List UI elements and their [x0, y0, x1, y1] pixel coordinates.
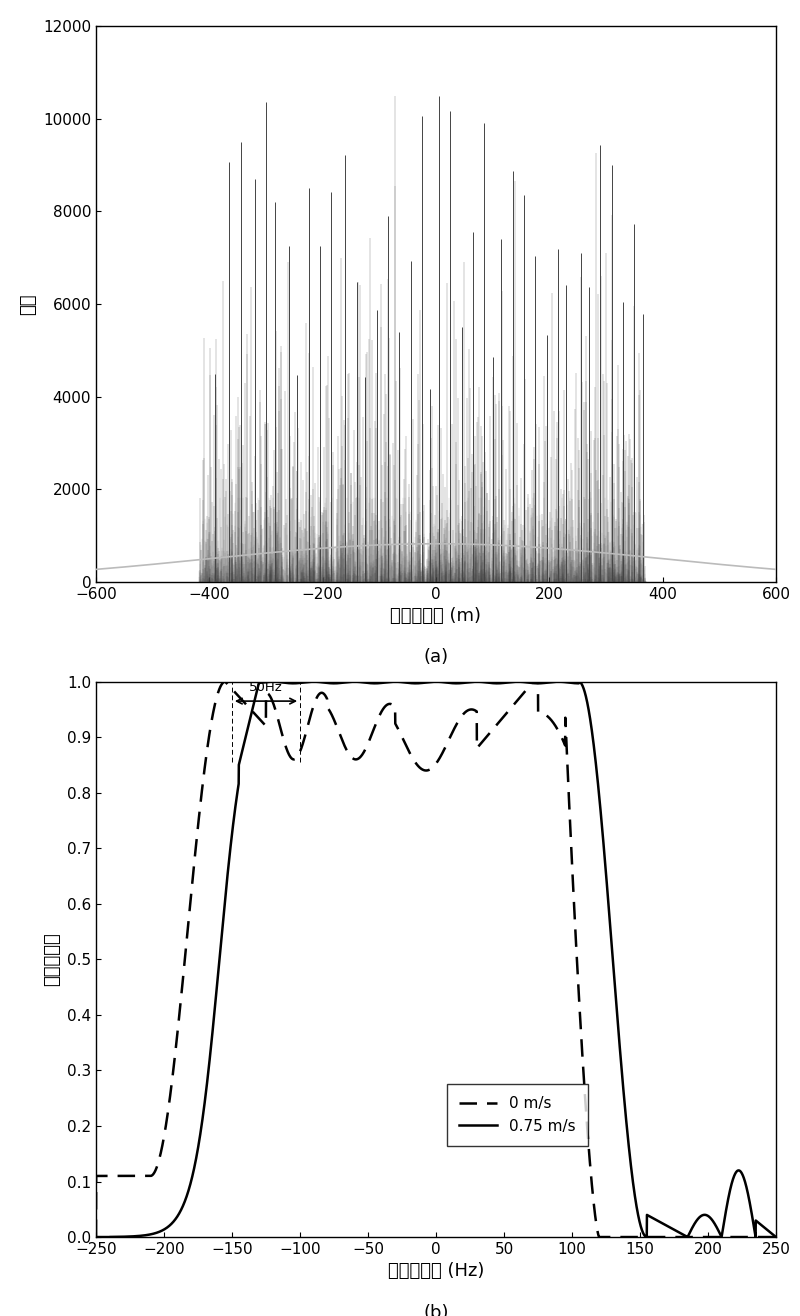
Text: 50Hz: 50Hz: [249, 682, 283, 695]
0 m/s: [382, 697, 392, 713]
Text: (b): (b): [423, 1304, 449, 1316]
0 m/s: [91, 1229, 101, 1245]
0.75 m/s: [268, 674, 278, 690]
0 m/s: [586, 1157, 595, 1173]
0 m/s: [750, 1229, 760, 1245]
Y-axis label: 归一化幅度: 归一化幅度: [43, 933, 62, 986]
Line: 0.75 m/s: 0.75 m/s: [96, 682, 776, 1237]
0.75 m/s: [717, 1229, 726, 1245]
0 m/s: [717, 1229, 726, 1245]
Text: (a): (a): [423, 649, 449, 666]
0.75 m/s: [382, 674, 392, 690]
X-axis label: 多普勒频率 (Hz): 多普勒频率 (Hz): [388, 1262, 484, 1280]
0.75 m/s: [750, 1227, 760, 1242]
0.75 m/s: [377, 675, 386, 691]
0.75 m/s: [91, 1229, 101, 1245]
Y-axis label: 幅度: 幅度: [19, 293, 38, 315]
X-axis label: 方位向长度 (m): 方位向长度 (m): [390, 607, 482, 625]
0 m/s: [414, 759, 424, 775]
0.75 m/s: [414, 675, 424, 691]
0.75 m/s: [586, 711, 595, 726]
0 m/s: [533, 669, 542, 684]
Line: 0 m/s: 0 m/s: [96, 676, 776, 1237]
0.75 m/s: [771, 1229, 781, 1245]
0 m/s: [377, 704, 386, 720]
0 m/s: [771, 1229, 781, 1245]
Legend: 0 m/s, 0.75 m/s: 0 m/s, 0.75 m/s: [447, 1084, 588, 1146]
